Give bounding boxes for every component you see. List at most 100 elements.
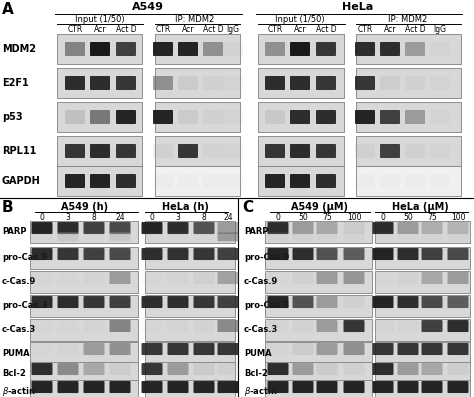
FancyBboxPatch shape xyxy=(317,343,337,355)
FancyBboxPatch shape xyxy=(405,42,425,56)
FancyBboxPatch shape xyxy=(223,76,243,90)
Bar xyxy=(30,247,138,269)
Text: 0: 0 xyxy=(39,213,45,222)
FancyBboxPatch shape xyxy=(265,174,285,188)
Bar xyxy=(30,380,138,397)
FancyBboxPatch shape xyxy=(109,272,130,284)
Text: E2F1: E2F1 xyxy=(2,78,29,88)
Text: 50: 50 xyxy=(298,213,308,222)
FancyBboxPatch shape xyxy=(90,76,110,90)
Bar xyxy=(375,295,470,317)
FancyBboxPatch shape xyxy=(65,110,85,124)
Text: IP: MDM2: IP: MDM2 xyxy=(388,15,428,24)
Bar xyxy=(265,271,372,293)
Bar xyxy=(30,295,138,317)
FancyBboxPatch shape xyxy=(398,381,419,393)
FancyBboxPatch shape xyxy=(203,174,223,188)
FancyBboxPatch shape xyxy=(57,222,79,234)
Bar xyxy=(145,271,235,293)
FancyBboxPatch shape xyxy=(317,296,337,308)
FancyBboxPatch shape xyxy=(167,320,189,332)
Text: 0: 0 xyxy=(381,213,385,222)
FancyBboxPatch shape xyxy=(355,174,375,188)
Bar xyxy=(155,102,240,132)
FancyBboxPatch shape xyxy=(83,381,104,393)
FancyBboxPatch shape xyxy=(167,381,189,393)
FancyBboxPatch shape xyxy=(65,42,85,56)
Text: pro-Cas.9: pro-Cas.9 xyxy=(244,254,289,262)
FancyBboxPatch shape xyxy=(421,363,443,375)
FancyBboxPatch shape xyxy=(83,272,104,284)
Bar xyxy=(375,271,470,293)
FancyBboxPatch shape xyxy=(317,272,337,284)
FancyBboxPatch shape xyxy=(83,363,104,375)
FancyBboxPatch shape xyxy=(218,381,238,393)
FancyBboxPatch shape xyxy=(83,320,104,332)
FancyBboxPatch shape xyxy=(267,296,289,308)
FancyBboxPatch shape xyxy=(344,320,365,332)
FancyBboxPatch shape xyxy=(267,272,289,284)
FancyBboxPatch shape xyxy=(265,76,285,90)
FancyBboxPatch shape xyxy=(398,232,419,241)
Text: CTR: CTR xyxy=(267,25,283,34)
FancyBboxPatch shape xyxy=(267,222,289,234)
Text: 50: 50 xyxy=(403,213,413,222)
FancyBboxPatch shape xyxy=(316,144,336,158)
FancyBboxPatch shape xyxy=(83,222,104,234)
FancyBboxPatch shape xyxy=(421,381,443,393)
FancyBboxPatch shape xyxy=(267,381,289,393)
FancyBboxPatch shape xyxy=(373,296,393,308)
FancyBboxPatch shape xyxy=(57,248,79,260)
FancyBboxPatch shape xyxy=(373,222,393,234)
FancyBboxPatch shape xyxy=(373,381,393,393)
FancyBboxPatch shape xyxy=(57,320,79,332)
Text: 100: 100 xyxy=(451,213,465,222)
Bar xyxy=(265,221,372,243)
FancyBboxPatch shape xyxy=(447,320,468,332)
Text: Input (1/50): Input (1/50) xyxy=(275,15,325,24)
FancyBboxPatch shape xyxy=(430,42,450,56)
Bar xyxy=(145,342,235,364)
FancyBboxPatch shape xyxy=(317,232,337,241)
FancyBboxPatch shape xyxy=(292,320,313,332)
FancyBboxPatch shape xyxy=(292,381,313,393)
Text: HeLa (h): HeLa (h) xyxy=(162,202,209,212)
Bar xyxy=(258,34,344,64)
FancyBboxPatch shape xyxy=(223,110,243,124)
FancyBboxPatch shape xyxy=(267,363,289,375)
Text: pro-Cas.3: pro-Cas.3 xyxy=(244,301,289,310)
FancyBboxPatch shape xyxy=(116,174,136,188)
FancyBboxPatch shape xyxy=(193,248,215,260)
FancyBboxPatch shape xyxy=(178,174,198,188)
FancyBboxPatch shape xyxy=(218,232,238,241)
FancyBboxPatch shape xyxy=(373,232,393,241)
Text: Act D: Act D xyxy=(405,25,425,34)
FancyBboxPatch shape xyxy=(31,363,53,375)
FancyBboxPatch shape xyxy=(447,296,468,308)
FancyBboxPatch shape xyxy=(203,144,223,158)
FancyBboxPatch shape xyxy=(344,296,365,308)
FancyBboxPatch shape xyxy=(218,320,238,332)
FancyBboxPatch shape xyxy=(421,320,443,332)
FancyBboxPatch shape xyxy=(193,381,215,393)
FancyBboxPatch shape xyxy=(31,320,53,332)
Bar xyxy=(265,342,372,364)
FancyBboxPatch shape xyxy=(405,110,425,124)
FancyBboxPatch shape xyxy=(116,42,136,56)
FancyBboxPatch shape xyxy=(193,296,215,308)
Text: 100: 100 xyxy=(347,213,361,222)
Text: GAPDH: GAPDH xyxy=(2,176,41,186)
Bar xyxy=(155,34,240,64)
FancyBboxPatch shape xyxy=(83,232,104,241)
Bar xyxy=(30,221,138,243)
FancyBboxPatch shape xyxy=(178,42,198,56)
Bar xyxy=(375,221,470,243)
FancyBboxPatch shape xyxy=(421,343,443,355)
FancyBboxPatch shape xyxy=(223,144,243,158)
FancyBboxPatch shape xyxy=(31,222,53,234)
FancyBboxPatch shape xyxy=(344,381,365,393)
Bar xyxy=(356,136,461,166)
FancyBboxPatch shape xyxy=(292,232,313,241)
Bar xyxy=(356,68,461,98)
Bar xyxy=(30,319,138,341)
